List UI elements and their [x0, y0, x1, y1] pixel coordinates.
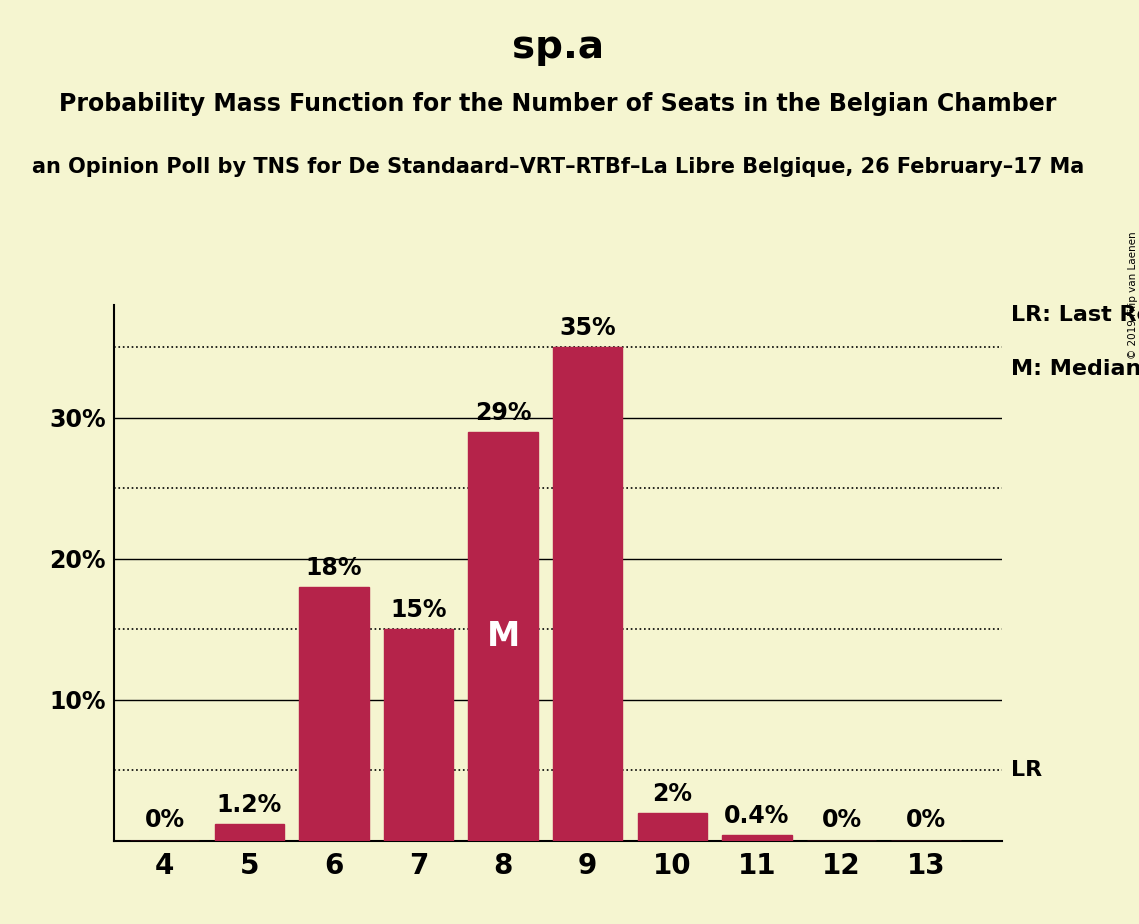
Text: 2%: 2% — [653, 782, 693, 806]
Bar — [214, 824, 284, 841]
Bar — [300, 587, 369, 841]
Text: M: M — [486, 620, 519, 653]
Text: 0.4%: 0.4% — [724, 804, 789, 828]
Bar — [638, 812, 707, 841]
Text: 15%: 15% — [391, 598, 446, 622]
Text: 0%: 0% — [907, 808, 947, 833]
Bar — [468, 432, 538, 841]
Bar — [554, 347, 622, 841]
Text: 18%: 18% — [305, 556, 362, 580]
Text: 0%: 0% — [145, 808, 185, 833]
Text: Probability Mass Function for the Number of Seats in the Belgian Chamber: Probability Mass Function for the Number… — [59, 92, 1057, 116]
Text: 29%: 29% — [475, 401, 532, 425]
Text: 0%: 0% — [821, 808, 861, 833]
Text: LR: Last Result: LR: Last Result — [1011, 305, 1139, 325]
Text: LR: LR — [1011, 760, 1042, 781]
Text: 1.2%: 1.2% — [216, 793, 282, 817]
Text: an Opinion Poll by TNS for De Standaard–VRT–RTBf–La Libre Belgique, 26 February–: an Opinion Poll by TNS for De Standaard–… — [32, 157, 1084, 177]
Text: © 2019 Filip van Laenen: © 2019 Filip van Laenen — [1129, 231, 1138, 359]
Bar — [384, 629, 453, 841]
Text: 35%: 35% — [559, 316, 616, 340]
Text: sp.a: sp.a — [513, 28, 604, 66]
Text: M: Median: M: Median — [1011, 359, 1139, 379]
Bar — [722, 835, 792, 841]
